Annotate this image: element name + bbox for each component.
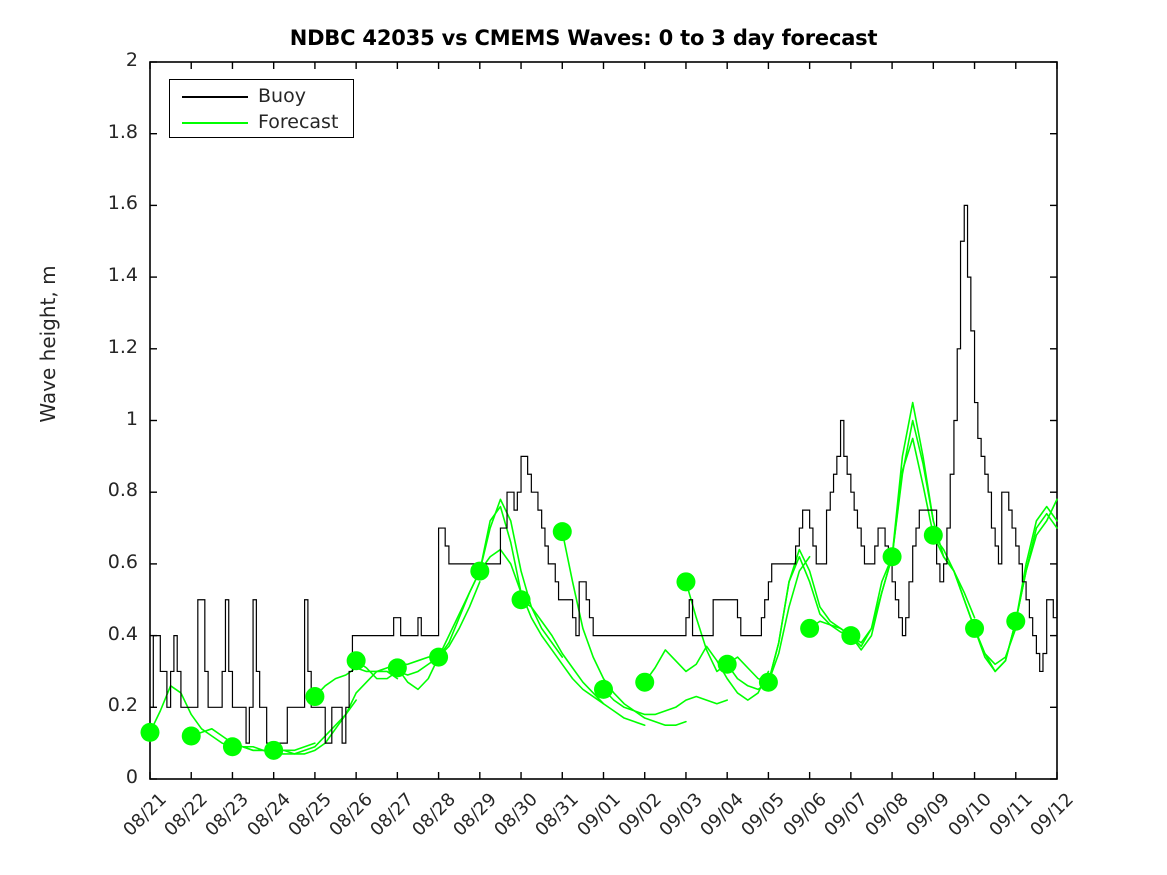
y-tick-label: 2	[125, 49, 138, 71]
legend-label: Buoy	[258, 85, 306, 107]
y-tick-label: 1.8	[107, 120, 138, 143]
legend: Buoy Forecast	[169, 79, 354, 138]
y-tick-label: 0.6	[107, 550, 138, 573]
y-tick-label: 1.4	[107, 264, 138, 287]
y-tick-label: 1.6	[107, 192, 138, 215]
y-tick-label: 0	[125, 766, 138, 788]
y-tick-label: 1	[125, 407, 138, 430]
y-tick-label: 0.8	[107, 479, 138, 502]
y-tick-label: 0.2	[107, 694, 138, 717]
y-tick-label: 1.2	[107, 335, 138, 358]
page-title: NDBC 42035 vs CMEMS Waves: 0 to 3 day fo…	[289, 26, 878, 50]
legend-entry-forecast: Forecast	[170, 110, 355, 136]
legend-line-swatch	[182, 122, 248, 124]
y-tick-label: 0.4	[107, 622, 138, 645]
legend-entry-buoy: Buoy	[170, 84, 355, 110]
legend-label: Forecast	[258, 111, 339, 133]
legend-line-swatch	[182, 96, 248, 98]
